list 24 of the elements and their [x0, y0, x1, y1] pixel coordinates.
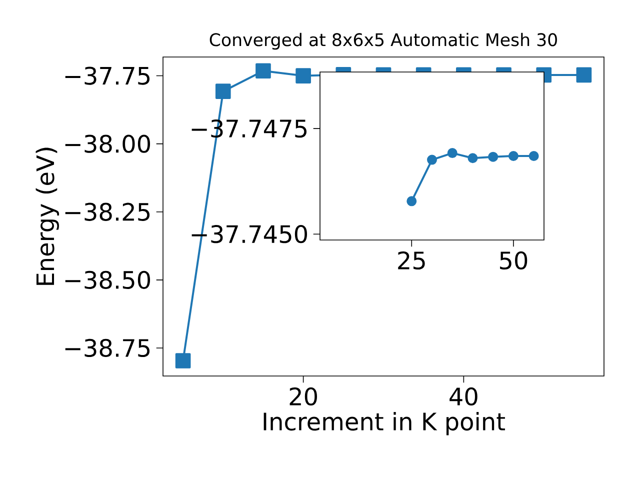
x-tick-label: 20 [290, 387, 317, 406]
y-axis-title: Energy (eV) [36, 148, 59, 285]
point [296, 68, 311, 84]
point [406, 196, 417, 206]
chart-title: Converged at 8x6x5 Automatic Mesh 30 [210, 32, 557, 50]
x-tick-label: 50 [500, 251, 528, 270]
point [508, 151, 518, 161]
y-tick-label: −38.75 [65, 338, 150, 358]
point [426, 154, 437, 165]
y-tick-label: −38.50 [65, 270, 150, 289]
point [215, 84, 231, 99]
y-tick-label: −38.00 [65, 134, 150, 153]
x-tick-label: 25 [398, 251, 425, 270]
point [528, 151, 539, 161]
point [468, 153, 478, 164]
x-axis-title: Increment in K point [264, 412, 505, 436]
point [447, 148, 458, 158]
point [488, 152, 498, 162]
point [175, 353, 191, 368]
point [576, 67, 592, 83]
x-tick-label: 40 [450, 387, 478, 406]
y-tick-label: −37.75 [65, 66, 150, 85]
y-tick-label: −38.25 [65, 202, 150, 221]
point [256, 63, 271, 79]
